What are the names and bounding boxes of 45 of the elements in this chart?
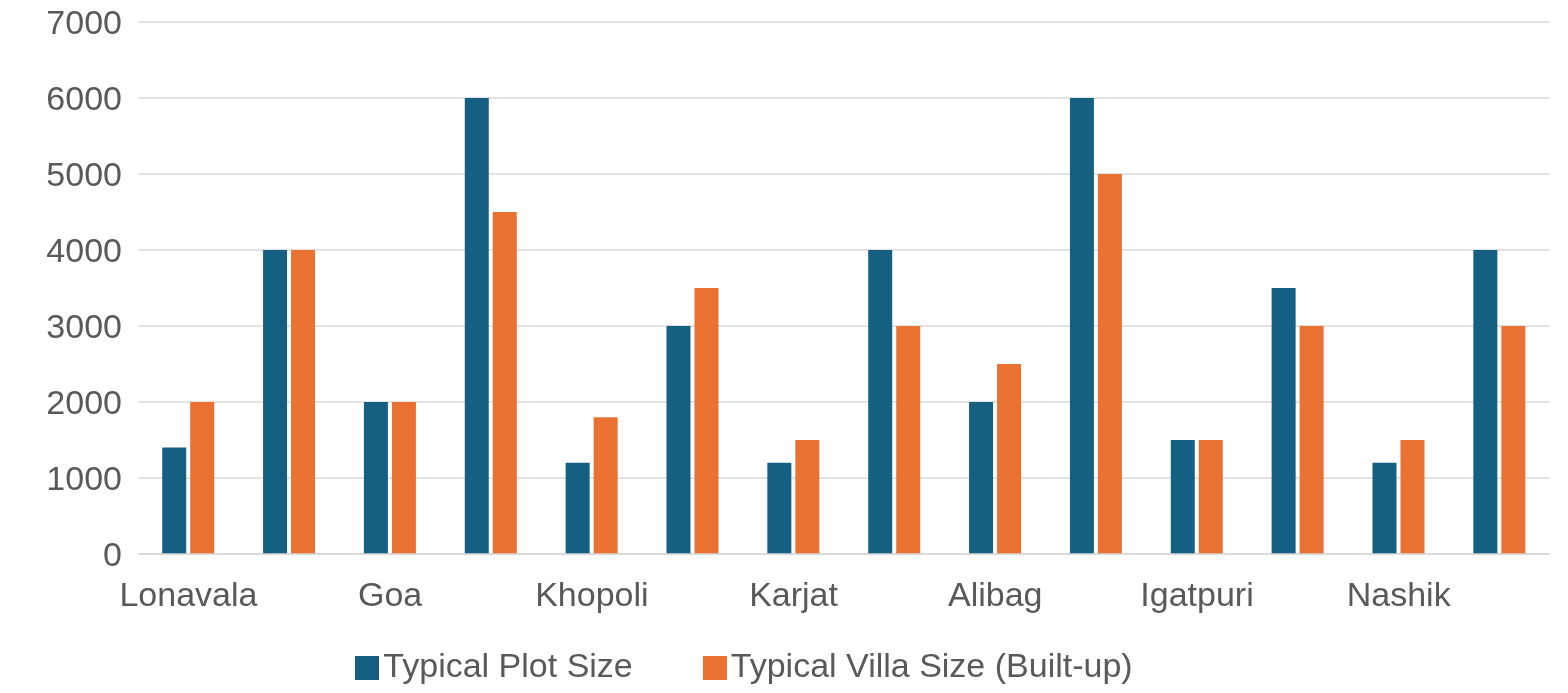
bar [464,98,489,554]
x-tick-label: Lonavala [119,575,258,614]
y-tick-label: 5000 [46,155,122,194]
bar [969,402,994,554]
bar [1372,462,1397,554]
x-tick-label: Karjat [749,575,839,614]
bar [1170,440,1195,554]
bar [291,250,316,554]
y-tick-label: 6000 [46,79,122,118]
y-tick-label: 2000 [46,383,122,422]
y-tick-label: 1000 [46,459,122,498]
x-tick-label: Igatpuri [1140,575,1254,614]
bar [795,440,820,554]
bar [492,212,517,554]
bar [565,462,590,554]
x-tick-label: Alibag [948,575,1043,614]
bar [666,326,691,554]
bar [767,462,792,554]
x-tick-label: Khopoli [535,575,649,614]
y-tick-label: 0 [103,535,122,574]
bar [263,250,288,554]
bar [1069,98,1094,554]
bar [868,250,893,554]
bar [1299,326,1324,554]
legend-label: Typical Villa Size (Built-up) [730,646,1133,684]
y-tick-label: 7000 [46,3,122,42]
bar [997,364,1022,554]
x-tick-label: Nashik [1346,575,1452,614]
bar [1501,326,1526,554]
bar [363,402,388,554]
bar [593,417,618,554]
bar [896,326,921,554]
x-tick-label: Goa [358,575,423,614]
bar [1473,250,1498,554]
y-tick-label: 4000 [46,231,122,270]
bar [694,288,719,554]
bar [162,447,187,554]
bar [391,402,416,554]
bar [1400,440,1425,554]
bar [1097,174,1122,554]
bar [190,402,215,554]
y-tick-label: 3000 [46,307,122,346]
legend-label: Typical Plot Size [383,646,633,684]
bar [1271,288,1296,554]
bar [1198,440,1223,554]
